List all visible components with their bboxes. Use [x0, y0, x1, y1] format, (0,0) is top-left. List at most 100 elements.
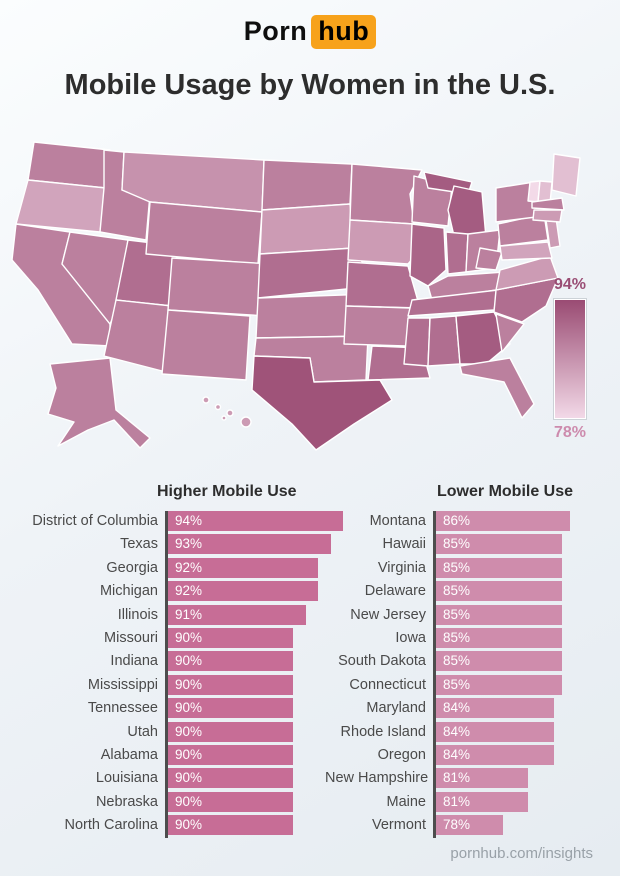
- state-hawaii-island-3: [226, 409, 234, 417]
- state-new-mexico: [161, 309, 251, 381]
- state-mississippi: [403, 317, 431, 367]
- legend-min-label: 78%: [553, 424, 587, 441]
- state-label: Virginia: [377, 559, 426, 576]
- state-connecticut-rhode-island: [532, 209, 563, 223]
- state-label: Alabama: [100, 746, 158, 763]
- value-bar: 85%: [436, 581, 562, 602]
- value-bar: 85%: [436, 674, 562, 695]
- state-alaska: [47, 357, 151, 449]
- lower-bars: 86% 85% 85% 85% 85% 85% 85% 85% 84% 84% 84% 81% 81% 7…: [433, 511, 580, 839]
- higher-state-labels: District of Columbia Texas Georgia Michigan…: [20, 511, 165, 838]
- value-bar: 85%: [436, 627, 562, 648]
- value-bar: 90%: [168, 698, 293, 719]
- state-label: North Carolina: [64, 817, 159, 834]
- state-arizona: [103, 299, 173, 373]
- state-wyoming: [145, 201, 263, 265]
- higher-mobile-use-header: Higher Mobile Use: [157, 483, 297, 500]
- state-hawaii-island-5: [240, 416, 252, 428]
- value-bar: 84%: [436, 721, 554, 742]
- footer-url: pornhub.com/insights: [450, 845, 593, 862]
- state-alabama: [427, 315, 461, 367]
- state-label: Maine: [386, 793, 427, 810]
- state-label: Nebraska: [95, 793, 158, 810]
- state-label: Oregon: [377, 746, 426, 763]
- state-iowa: [347, 219, 421, 265]
- value-bar: 94%: [168, 511, 343, 531]
- state-label: Illinois: [117, 606, 158, 623]
- state-label: District of Columbia: [32, 513, 158, 529]
- state-label: Iowa: [395, 629, 426, 646]
- value-bar: 93%: [168, 534, 331, 555]
- state-label: Texas: [120, 536, 158, 553]
- state-label: Michigan: [99, 583, 158, 600]
- legend-gradient-bar: [553, 298, 587, 420]
- lower-state-labels: Montana Hawaii Virginia Delaware New Jersey I…: [325, 511, 433, 838]
- value-bar: 90%: [168, 768, 293, 789]
- state-arkansas: [343, 305, 411, 347]
- state-michigan-lower: [447, 185, 487, 239]
- state-hawaii-island-2: [214, 403, 222, 411]
- state-label: Montana: [369, 513, 426, 529]
- value-bar: 81%: [436, 791, 528, 812]
- state-maine: [551, 153, 581, 197]
- state-north-dakota: [261, 159, 353, 211]
- state-maryland-delaware: [499, 241, 553, 261]
- pornhub-logo: Porn hub: [0, 15, 620, 49]
- state-label: South Dakota: [338, 653, 426, 670]
- value-bar: 92%: [168, 557, 318, 578]
- state-label: Rhode Island: [340, 723, 426, 740]
- state-colorado: [167, 257, 273, 317]
- state-label: Louisiana: [95, 770, 158, 787]
- value-bar: 81%: [436, 768, 528, 789]
- value-bar: 86%: [436, 511, 570, 531]
- state-missouri: [345, 261, 421, 309]
- value-bar: 85%: [436, 651, 562, 672]
- logo-part-porn: Porn: [243, 16, 308, 46]
- state-label: Utah: [127, 723, 158, 740]
- state-south-dakota: [259, 203, 355, 255]
- value-bar: 85%: [436, 604, 562, 625]
- state-virginia: [495, 255, 559, 291]
- state-label: Indiana: [110, 653, 158, 670]
- state-label: Connecticut: [349, 676, 426, 693]
- map-color-legend: 94% 78%: [539, 276, 601, 442]
- value-bar: 78%: [436, 815, 503, 836]
- state-indiana: [445, 231, 469, 275]
- state-label: Maryland: [366, 700, 426, 717]
- value-bar: 84%: [436, 698, 554, 719]
- value-bar: 92%: [168, 581, 318, 602]
- logo-part-hub: hub: [311, 15, 377, 49]
- state-oregon: [15, 179, 107, 233]
- higher-bars: 94% 93% 92% 92% 91% 90% 90% 90% 90% 90% 90% 90% 90% 9…: [165, 511, 352, 839]
- state-minnesota: [349, 163, 423, 225]
- state-georgia: [455, 311, 511, 365]
- value-bar: 91%: [168, 604, 306, 625]
- state-south-carolina: [495, 313, 525, 353]
- value-bar: 90%: [168, 674, 293, 695]
- state-label: Vermont: [372, 817, 426, 834]
- state-label: Tennessee: [87, 700, 158, 717]
- lower-mobile-use-header: Lower Mobile Use: [437, 483, 574, 500]
- higher-mobile-use-chart: District of Columbia Texas Georgia Michigan…: [20, 511, 352, 839]
- state-hawaii-island-1: [202, 396, 210, 404]
- state-florida: [459, 357, 535, 419]
- state-label: Delaware: [364, 583, 426, 600]
- value-bar: 85%: [436, 534, 562, 555]
- legend-max-label: 94%: [553, 276, 587, 293]
- state-label: New Hampshire: [325, 770, 429, 787]
- value-bar: 90%: [168, 721, 293, 742]
- state-texas: [251, 355, 393, 451]
- value-bar: 90%: [168, 815, 293, 836]
- state-illinois: [409, 223, 447, 287]
- value-bar: 90%: [168, 651, 293, 672]
- state-hawaii-island-4: [221, 415, 227, 421]
- state-massachusetts: [531, 197, 565, 211]
- state-label: Hawaii: [382, 536, 426, 553]
- state-label: New Jersey: [350, 606, 426, 623]
- page-title: Mobile Usage by Women in the U.S.: [64, 69, 556, 101]
- us-choropleth-map: [11, 141, 581, 451]
- value-bar: 84%: [436, 744, 554, 765]
- value-bar: 85%: [436, 557, 562, 578]
- state-west-virginia: [475, 247, 503, 271]
- value-bar: 90%: [168, 744, 293, 765]
